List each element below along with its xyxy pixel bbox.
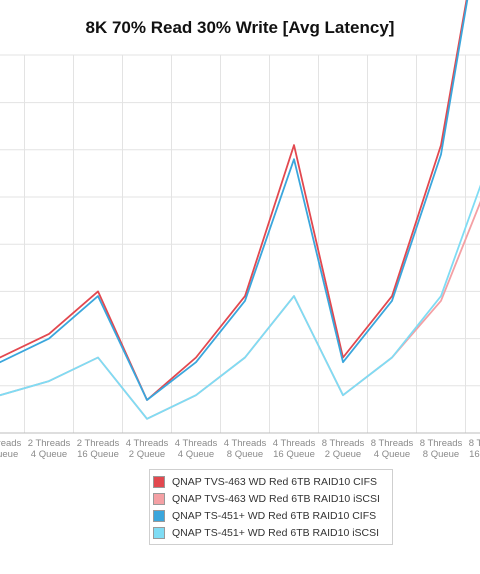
legend-label: QNAP TVS-463 WD Red 6TB RAID10 iSCSI (172, 492, 380, 505)
series-line-1 (0, 0, 468, 401)
legend-item-3[interactable]: QNAP TS-451+ WD Red 6TB RAID10 CIFS (153, 507, 392, 524)
grid-lines (0, 54, 480, 433)
legend-label: QNAP TVS-463 WD Red 6TB RAID10 CIFS (172, 475, 378, 488)
chart-title: 8K 70% Read 30% Write [Avg Latency] (85, 18, 395, 37)
series-line-4 (0, 184, 480, 420)
x-tick-label: 4 Threads 8 Queue (224, 438, 267, 460)
x-tick-label: 2 Threads 4 Queue (28, 438, 71, 460)
legend: QNAP TVS-463 WD Red 6TB RAID10 CIFS QNAP … (149, 469, 393, 545)
x-tick-label: 8 Threads 2 Queue (322, 438, 365, 460)
legend-swatch (153, 526, 165, 539)
x-tick-label: 4 Threads 16 Queue (273, 438, 316, 460)
x-tick-label: 4 Threads 4 Queue (175, 438, 218, 460)
x-tick-label: 8 Threads 4 Queue (371, 438, 414, 460)
legend-item-1[interactable]: QNAP TVS-463 WD Red 6TB RAID10 CIFS (153, 473, 392, 490)
legend-item-4[interactable]: QNAP TS-451+ WD Red 6TB RAID10 iSCSI (153, 524, 392, 541)
series-lines (0, 0, 480, 420)
x-tick-label: 2 Threads 16 Queue (77, 438, 120, 460)
legend-label: QNAP TS-451+ WD Red 6TB RAID10 CIFS (172, 509, 377, 522)
legend-item-2[interactable]: QNAP TVS-463 WD Red 6TB RAID10 iSCSI (153, 490, 392, 507)
x-tick-label: 8 Threads 8 Queue (420, 438, 463, 460)
legend-swatch (153, 492, 165, 505)
series-line-3 (0, 0, 469, 401)
legend-swatch (153, 509, 165, 522)
legend-label: QNAP TS-451+ WD Red 6TB RAID10 iSCSI (172, 526, 380, 539)
x-tick-label: 4 Threads 2 Queue (126, 438, 169, 460)
series-line-2 (0, 200, 480, 420)
legend-swatch (153, 475, 165, 488)
